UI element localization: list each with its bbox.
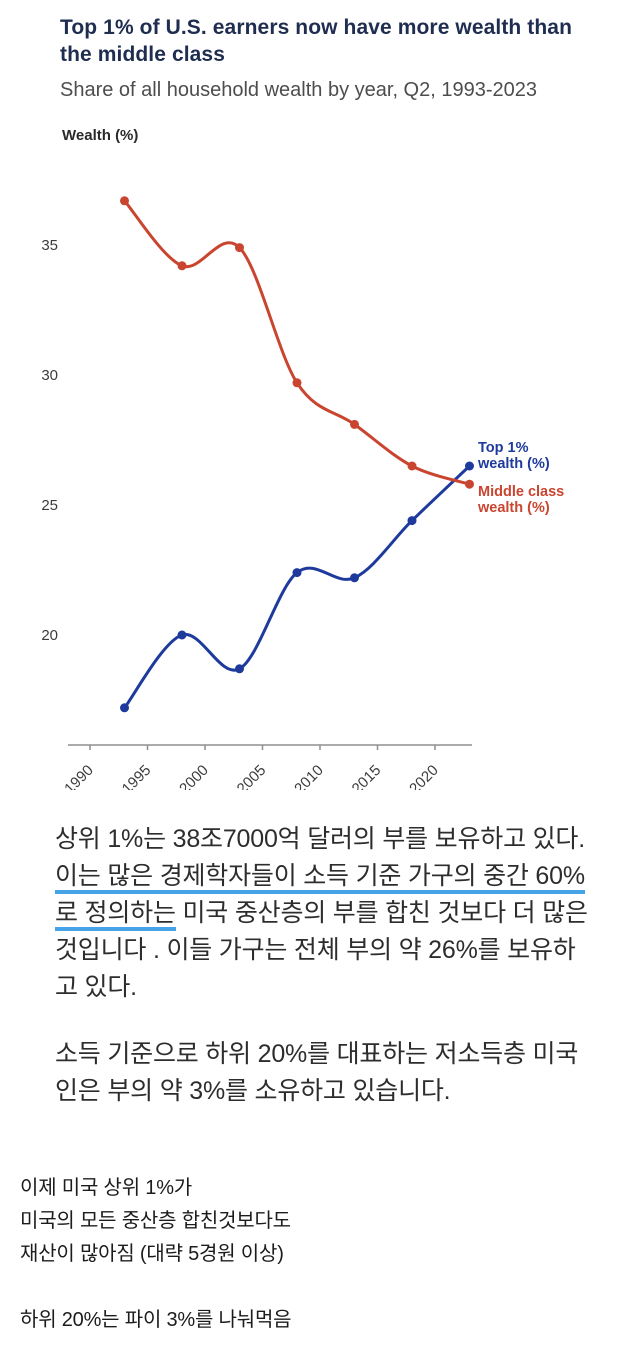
paragraph-top1-underlined: 이는 많은 경제학자들이 소득 기준 가구의 중간 60%로 정의하는 bbox=[55, 861, 585, 931]
paragraph-top1-end: 미국 중산층의 부를 합친 것보다 더 많은 것입니다 . 이들 가구는 전체 … bbox=[55, 898, 588, 1001]
y-axis-label: Wealth (%) bbox=[62, 126, 139, 144]
svg-text:1995: 1995 bbox=[119, 762, 155, 790]
comment-line: 재산이 많아짐 (대략 5경원 이상) bbox=[20, 1242, 284, 1265]
commentary: 이제 미국 상위 1%가 미국의 모든 중산층 합친것보다도 재산이 많아짐 (… bbox=[20, 1172, 640, 1337]
chart-title: Top 1% of U.S. earners now have more wea… bbox=[60, 16, 573, 66]
chart-subtitle: Share of all household wealth by year, Q… bbox=[60, 78, 537, 101]
svg-text:2015: 2015 bbox=[349, 762, 385, 790]
svg-text:2000: 2000 bbox=[176, 762, 212, 790]
comment-line bbox=[20, 1271, 640, 1304]
comment-line: 하위 20%는 파이 3%를 나눠먹음 bbox=[20, 1308, 292, 1331]
svg-text:25: 25 bbox=[41, 497, 58, 514]
svg-text:2005: 2005 bbox=[234, 762, 270, 790]
svg-text:30: 30 bbox=[41, 367, 58, 384]
svg-text:20: 20 bbox=[41, 627, 58, 644]
legend-middle-class-wealth: Middle class wealth (%) bbox=[478, 483, 565, 517]
svg-text:2020: 2020 bbox=[406, 762, 442, 790]
comment-line: 미국의 모든 중산층 합친것보다도 bbox=[20, 1209, 291, 1232]
paragraph-top1-start: 상위 1%는 38조7000억 달러의 부를 보유하고 있다. bbox=[55, 824, 585, 853]
svg-text:35: 35 bbox=[41, 237, 58, 254]
paragraph-bottom20: 소득 기준으로 하위 20%를 대표하는 저소득층 미국인은 부의 약 3%를 … bbox=[55, 1039, 579, 1105]
svg-text:1990: 1990 bbox=[61, 762, 97, 790]
comment-line: 이제 미국 상위 1%가 bbox=[20, 1176, 192, 1199]
chart-header: Top 1% of U.S. earners now have more wea… bbox=[0, 0, 640, 103]
paragraph-top1: 상위 1%는 38조7000억 달러의 부를 보유하고 있다. 이는 많은 경제… bbox=[55, 821, 590, 1006]
legend-top1-wealth: Top 1% wealth (%) bbox=[478, 439, 550, 473]
article-body: 상위 1%는 38조7000억 달러의 부를 보유하고 있다. 이는 많은 경제… bbox=[0, 821, 640, 1110]
svg-text:2010: 2010 bbox=[291, 762, 327, 790]
line-chart-canvas: 20 25 30 35 1990 1995 2000 2005 2010 2015 2020 bbox=[41, 196, 474, 790]
line-chart: 20 25 30 35 1990 1995 2000 2005 2010 2015 2020 Top… bbox=[0, 150, 640, 795]
